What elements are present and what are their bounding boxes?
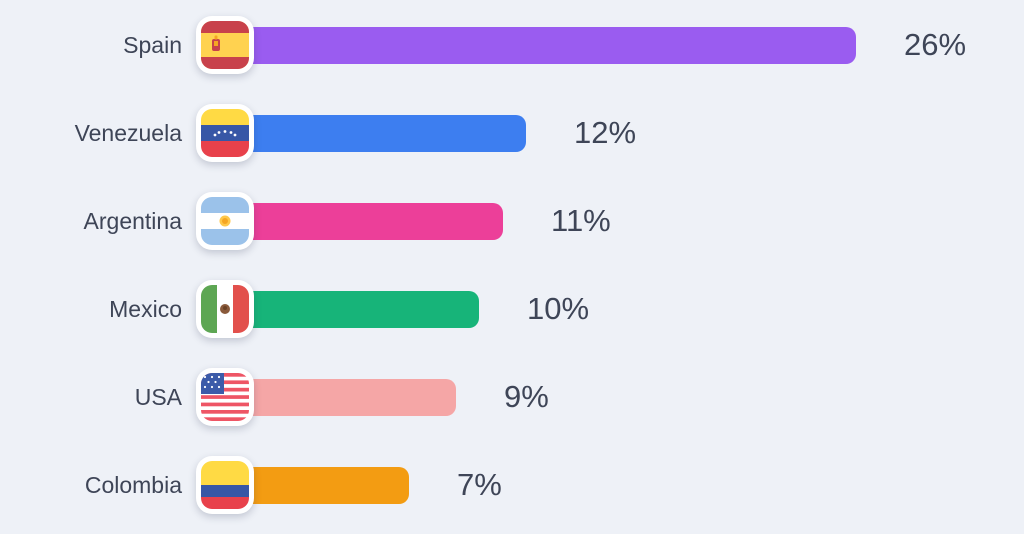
bar-area: 9% (244, 378, 1024, 416)
bar-usa (244, 378, 456, 416)
argentina-flag-icon (196, 192, 254, 250)
country-label: USA (134, 383, 182, 410)
country-label: Mexico (109, 295, 182, 322)
bar-value-label: 12% (574, 115, 637, 150)
chart-row-colombia: Colombia 7% (0, 441, 1024, 529)
argentina-flag-icon (201, 197, 249, 245)
chart-row-argentina: Argentina 11% (0, 177, 1024, 265)
bar-colombia (244, 466, 409, 504)
spain-flag-icon (201, 21, 249, 69)
country-label: Argentina (83, 207, 182, 234)
usa-flag-icon (201, 373, 249, 421)
chart-row-spain: Spain 26% (0, 1, 1024, 89)
mexico-flag-icon (201, 285, 249, 333)
colombia-flag-icon (196, 456, 254, 514)
spain-flag-icon (196, 16, 254, 74)
usa-flag-icon (196, 368, 254, 426)
bar-value-label: 11% (551, 203, 611, 238)
mexico-flag-icon (196, 280, 254, 338)
bar-area: 12% (244, 114, 1024, 152)
bar-area: 26% (244, 26, 1024, 64)
bar-venezuela (244, 114, 526, 152)
bar-value-label: 26% (904, 27, 967, 62)
bar-area: 11% (244, 202, 1024, 240)
bar-value-label: 9% (504, 379, 549, 414)
bar-argentina (244, 202, 503, 240)
bar-value-label: 7% (457, 467, 502, 502)
colombia-flag-icon (201, 461, 249, 509)
chart-row-venezuela: Venezuela 12% (0, 89, 1024, 177)
country-label: Spain (123, 31, 182, 58)
bar-spain (244, 26, 856, 64)
chart-row-usa: USA (0, 353, 1024, 441)
country-label: Colombia (84, 471, 182, 498)
venezuela-flag-icon (201, 109, 249, 157)
country-label: Venezuela (74, 119, 182, 146)
venezuela-flag-icon (196, 104, 254, 162)
bar-mexico (244, 290, 479, 328)
chart-row-mexico: Mexico 10% (0, 265, 1024, 353)
bar-area: 10% (244, 290, 1024, 328)
bar-value-label: 10% (527, 291, 590, 326)
bar-area: 7% (244, 466, 1024, 504)
